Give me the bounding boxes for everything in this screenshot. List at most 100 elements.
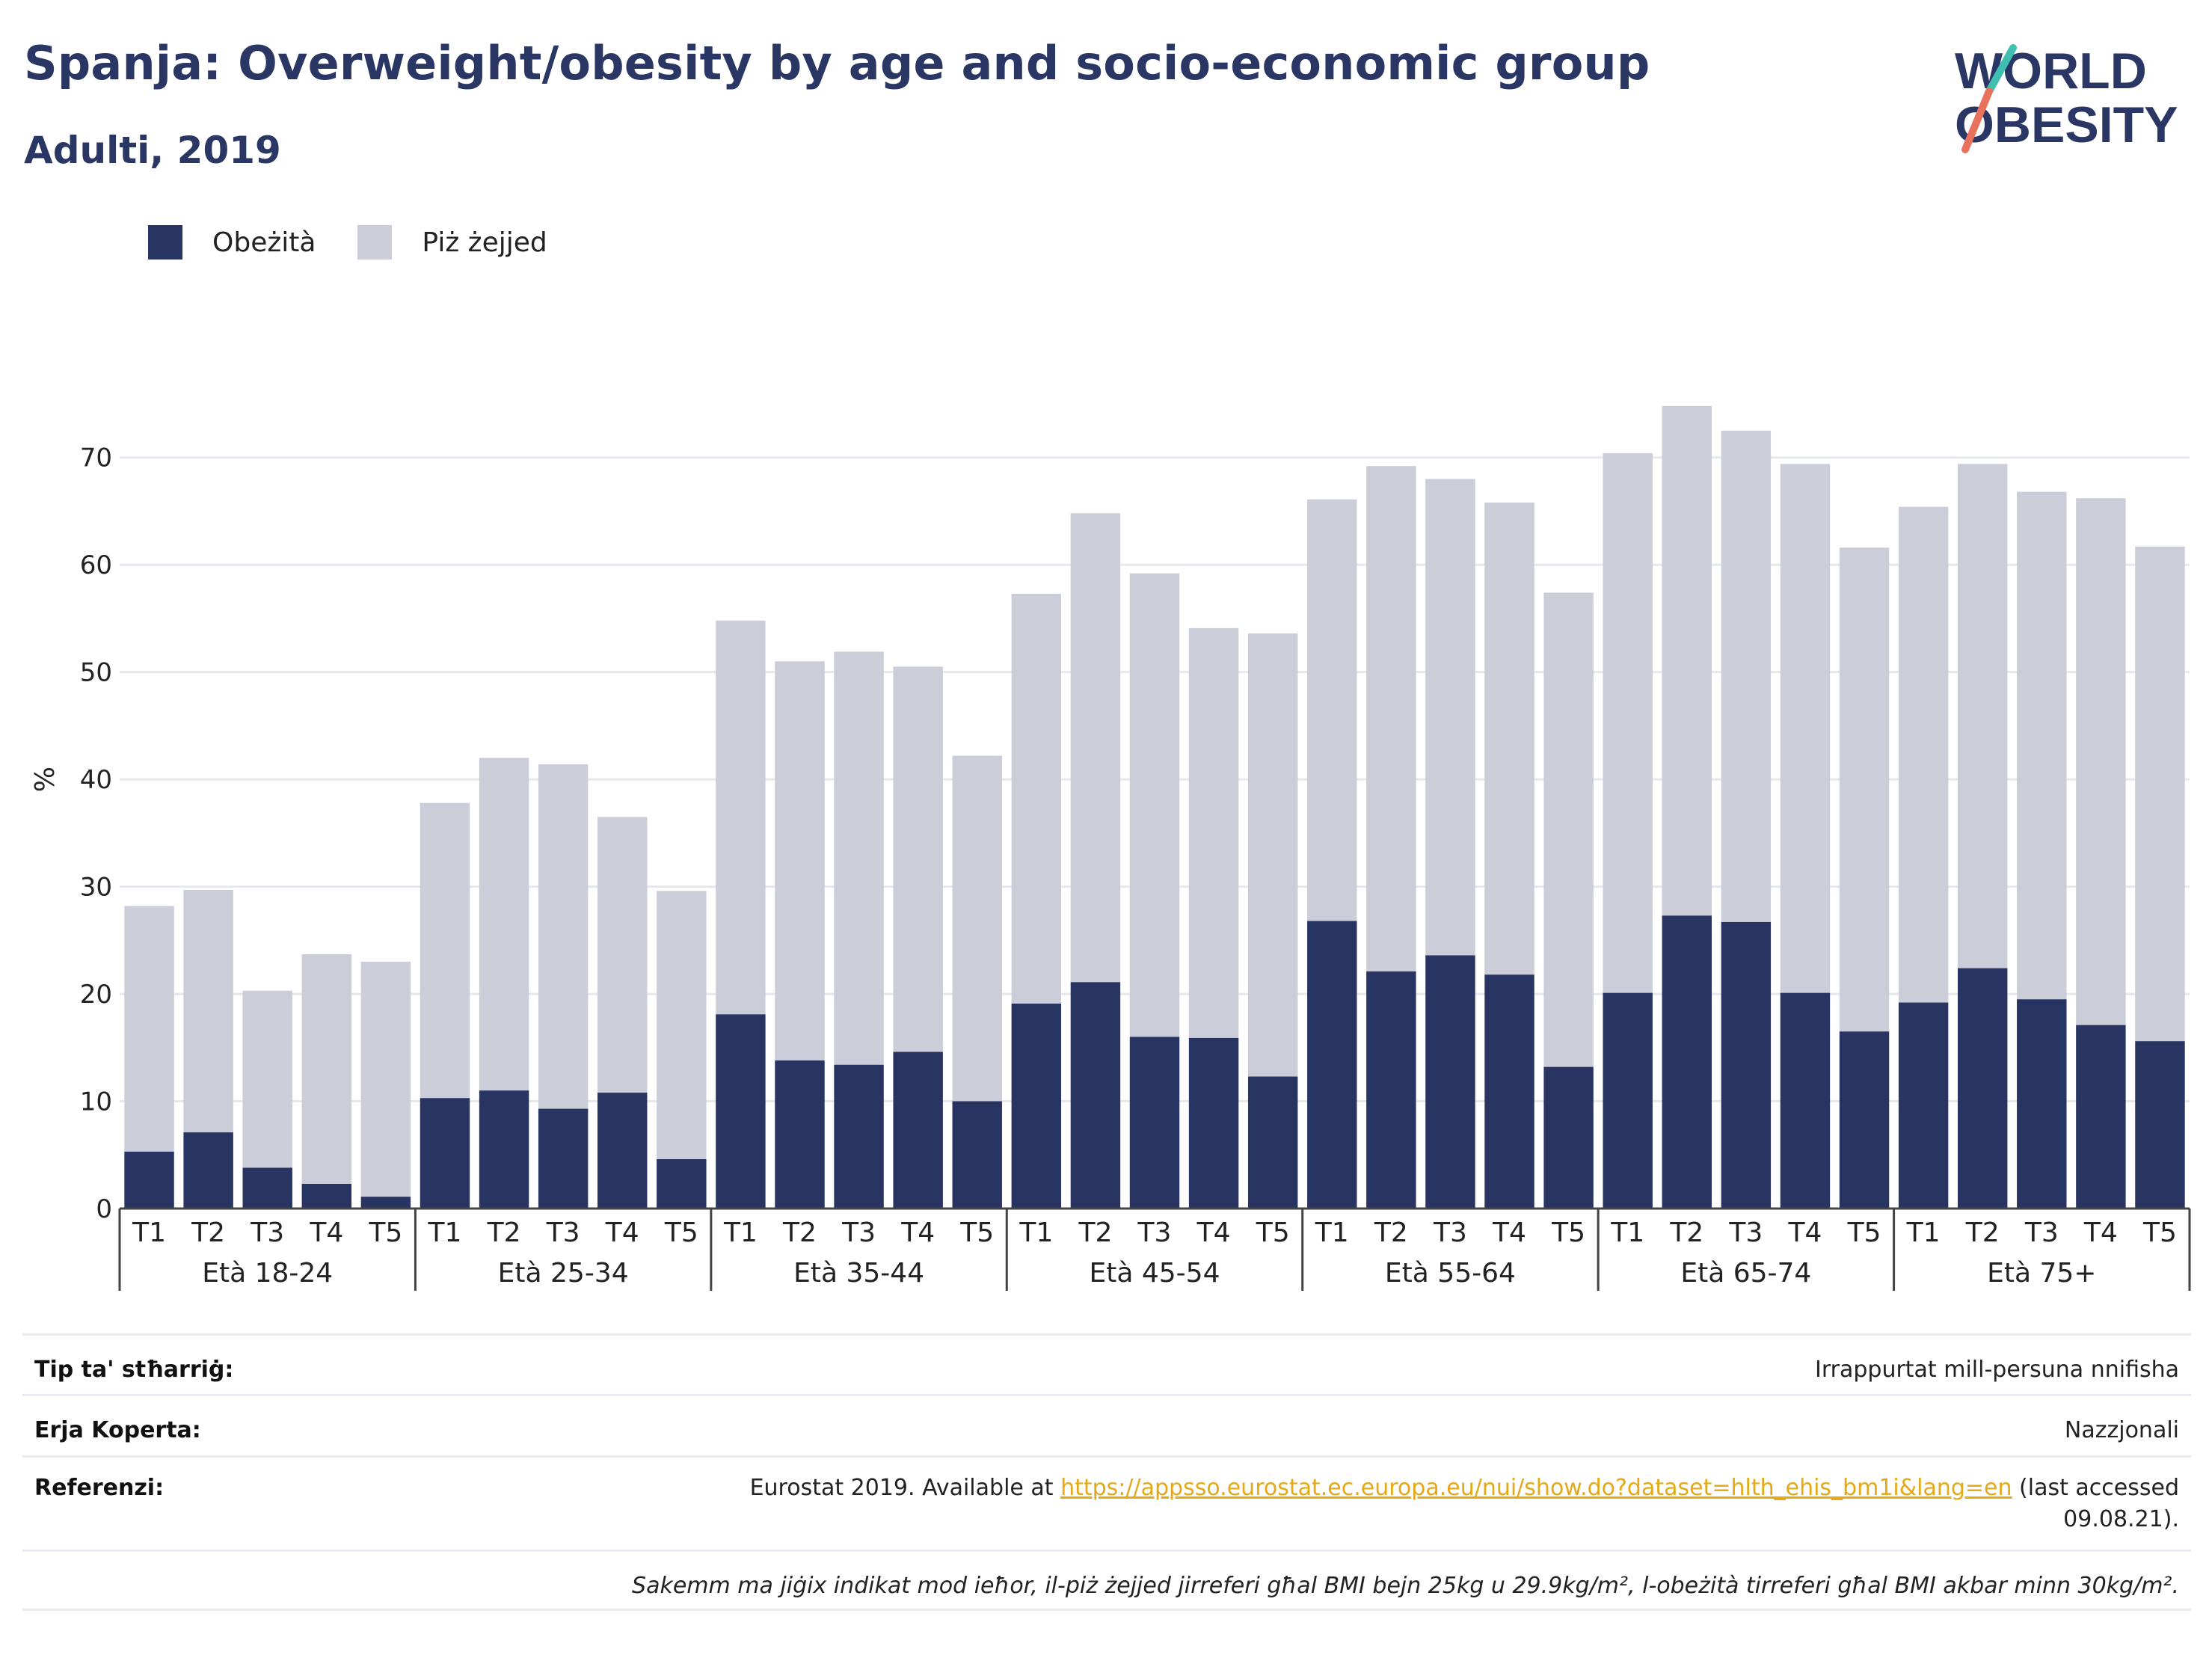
x-tick-label: T1 [1906,1218,1941,1248]
bar-overweight [360,962,411,1197]
bar-overweight [420,802,470,1099]
world-obesity-logo: WORLD OBESITY [1955,43,2178,153]
bar-obesity [1721,921,1772,1209]
group-label: Età 18-24 [202,1258,333,1289]
footer-value-area: Nazzjonali [2064,1417,2179,1443]
bar-obesity [1543,1066,1594,1209]
group-label: Età 75+ [1987,1258,2096,1289]
bar-overweight [1425,479,1475,956]
group-label: Età 55-64 [1385,1258,1516,1289]
bar-overweight [301,954,352,1185]
y-tick-label: 10 [80,1087,112,1117]
bar-obesity [183,1132,233,1209]
chart-subtitle: Adulti, 2019 [24,129,281,172]
bar-obesity [2135,1041,2185,1209]
bar-overweight [538,764,589,1109]
x-tick-label: T5 [1551,1218,1585,1248]
x-tick-label: T1 [1019,1218,1053,1248]
legend-label-overweight: Piż żejjed [422,227,547,258]
bar-overweight [1839,547,1890,1032]
bar-overweight [2076,498,2126,1025]
footer-label-survey-type: Tip ta' stħarriġ: [34,1357,234,1383]
bar-obesity [775,1060,825,1209]
bar-obesity [1247,1076,1298,1209]
bar-obesity [538,1108,589,1209]
x-tick-label: T5 [664,1218,698,1248]
bar-overweight [952,755,1002,1102]
bar-obesity [1898,1002,1949,1209]
bar-overweight [1070,513,1121,983]
bar-overweight [1721,430,1772,922]
bar-overweight [1898,506,1949,1003]
x-tick-label: T5 [2142,1218,2177,1248]
bar-overweight [1780,464,1831,993]
reference-link[interactable]: https://appsso.eurostat.ec.europa.eu/nui… [1060,1475,2012,1501]
group-label: Età 25-34 [498,1258,629,1289]
y-axis-label: % [30,767,61,792]
reference-text: Eurostat 2019. Available at [749,1475,1061,1501]
bar-overweight [1957,464,2008,968]
bar-obesity [597,1093,648,1209]
bar-overweight [1307,499,1357,921]
x-tick-label: T2 [191,1218,225,1248]
bar-obesity [242,1167,292,1209]
bar-obesity [1603,992,1653,1209]
bar-obesity [1780,992,1831,1209]
bar-obesity [1070,982,1121,1209]
bar-obesity [1484,974,1534,1209]
footer-label-area: Erja Koperta: [34,1417,201,1443]
bar-obesity [1839,1031,1890,1209]
bar-overweight [1366,466,1416,971]
x-tick-label: T2 [487,1218,521,1248]
x-tick-label: T3 [546,1218,580,1248]
x-tick-label: T3 [2024,1218,2059,1248]
bar-obesity [1129,1037,1180,1209]
bar-overweight [2135,546,2185,1042]
bar-obesity [124,1151,174,1209]
bar-overweight [1484,502,1534,975]
x-tick-label: T5 [1256,1218,1290,1248]
bar-obesity [360,1197,411,1209]
x-tick-label: T1 [428,1218,462,1248]
bar-overweight [124,906,174,1152]
legend-item-obesity[interactable]: Obeżità [148,225,316,260]
x-tick-label: T4 [1196,1218,1231,1248]
group-label: Età 65-74 [1680,1258,1811,1289]
x-tick-label: T5 [959,1218,994,1248]
bar-obesity [1957,968,2008,1209]
bar-obesity [1307,921,1357,1209]
bar-overweight [183,889,233,1133]
bar-overweight [1129,573,1180,1037]
legend-item-overweight[interactable]: Piż żejjed [357,225,547,260]
bar-overweight [2017,491,2067,1000]
x-tick-label: T3 [1433,1218,1467,1248]
bar-overweight [242,990,292,1168]
logo-line2: OBESITY [1955,96,2178,153]
bar-obesity [2017,999,2067,1209]
x-tick-label: T4 [1492,1218,1526,1248]
bar-overweight [1188,627,1239,1038]
bar-overweight [716,620,766,1015]
bar-obesity [716,1014,766,1209]
bar-overweight [893,666,943,1052]
footer-row-survey-type: Tip ta' stħarriġ: Irrappurtat mill-persu… [22,1333,2191,1394]
bar-obesity [301,1184,352,1209]
x-tick-label: T3 [1137,1218,1172,1248]
y-tick-label: 40 [80,765,112,795]
footer-label-references: Referenzi: [34,1475,165,1501]
x-tick-label: T2 [1965,1218,2000,1248]
y-tick-label: 50 [80,658,112,688]
group-label: Età 35-44 [793,1258,924,1289]
x-tick-label: T2 [1078,1218,1112,1248]
bar-obesity [834,1064,884,1209]
bar-obesity [420,1098,470,1209]
bar-obesity [1425,955,1475,1209]
chart-legend: Obeżità Piż żejjed [148,221,589,263]
footer-table: Tip ta' stħarriġ: Irrappurtat mill-persu… [22,1333,2191,1611]
bar-obesity [1188,1037,1239,1209]
x-tick-label: T4 [2083,1218,2118,1248]
bar-overweight [834,651,884,1065]
x-tick-label: T1 [1315,1218,1349,1248]
bar-overweight [1603,452,1653,993]
bar-obesity [1366,971,1416,1209]
